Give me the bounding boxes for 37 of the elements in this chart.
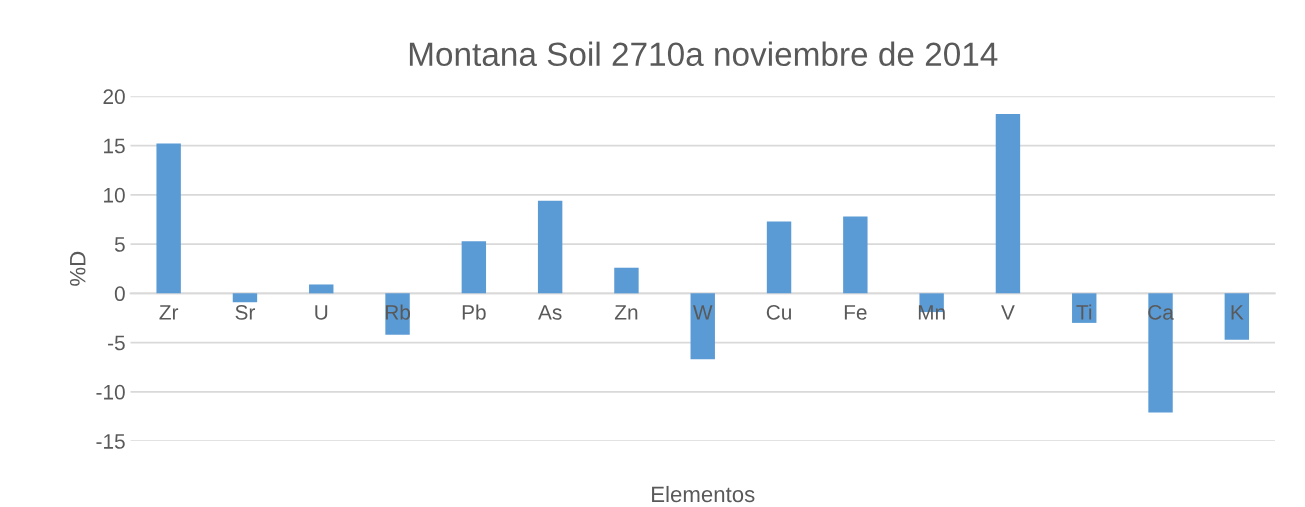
y-tick-label: -15	[96, 434, 125, 449]
bar	[690, 293, 715, 360]
y-tick-label: 5	[114, 237, 125, 252]
y-tick-label: -10	[96, 384, 125, 400]
y-tick-label: 20	[103, 89, 125, 105]
x-tick-label: W	[693, 305, 713, 320]
y-axis-title: %D	[69, 251, 86, 286]
x-tick-label: As	[538, 305, 562, 320]
bar	[309, 284, 334, 294]
bar	[1148, 293, 1173, 413]
x-tick-label: Zr	[159, 305, 179, 320]
bar	[537, 200, 563, 294]
x-tick-label: Pb	[462, 304, 486, 320]
bar	[843, 216, 868, 294]
bar	[995, 114, 1021, 294]
bar	[1224, 293, 1250, 340]
y-tick-label: 10	[104, 187, 125, 203]
x-tick-label: V	[1001, 305, 1015, 320]
x-tick-label: Cu	[766, 305, 791, 320]
bar	[232, 293, 258, 303]
x-tick-label: Sr	[235, 305, 256, 320]
y-tick-label: -5	[108, 335, 125, 351]
bar	[156, 143, 181, 294]
x-tick-label: Rb	[385, 304, 410, 320]
x-tick-label: U	[315, 305, 328, 320]
x-tick-label: Fe	[844, 305, 867, 320]
x-tick-label: Ti	[1076, 304, 1092, 320]
bar	[614, 267, 639, 294]
y-tick-label: 15	[104, 138, 125, 154]
x-tick-label: Zn	[614, 305, 638, 320]
chart-title: Montana Soil 2710a noviembre de 2014	[409, 41, 998, 67]
y-tick-label: 0	[114, 286, 125, 302]
x-tick-label: K	[1231, 305, 1244, 320]
bar	[766, 221, 792, 294]
bar	[461, 241, 487, 294]
x-axis-title: Elementos	[652, 485, 755, 503]
bar	[385, 293, 410, 335]
